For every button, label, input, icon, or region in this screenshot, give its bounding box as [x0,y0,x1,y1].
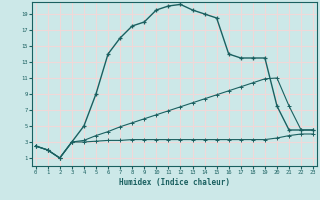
X-axis label: Humidex (Indice chaleur): Humidex (Indice chaleur) [119,178,230,187]
